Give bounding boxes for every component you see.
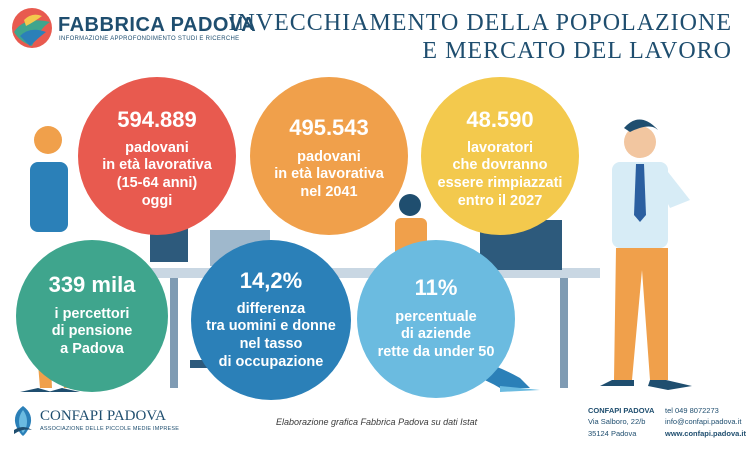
contacts-block: tel 049 8072273 info@confapi.padova.it w… (665, 405, 746, 439)
website-link[interactable]: www.confapi.padova.it (665, 428, 746, 438)
stat-label: percentuale di aziende rette da under 50 (377, 308, 495, 360)
fabbrica-padova-logo-icon (12, 8, 52, 48)
stat-workers-to-replace: 48.590 lavoratori che dovranno essere ri… (421, 77, 579, 235)
stat-working-age-today: 594.889 padovani in età lavorativa (15-6… (78, 77, 236, 235)
phone-text: tel 049 8072273 (665, 406, 719, 415)
confapi-subtitle: ASSOCIAZIONE DELLE PICCOLE MEDIE IMPRESE (40, 426, 180, 432)
address-block: CONFAPI PADOVA Via Salboro, 22/b 35124 P… (588, 405, 654, 439)
stat-label: padovani in età lavorativa (15-64 anni) … (102, 139, 212, 209)
brand-subtitle: INFORMAZIONE APPROFONDIMENTO STUDI E RIC… (59, 36, 240, 42)
stat-gender-employment-gap: 14,2% differenza tra uomini e donne nel … (191, 240, 351, 400)
stat-pension-recipients: 339 mila i percettori di pensione a Pado… (16, 240, 168, 392)
stat-under-50-companies: 11% percentuale di aziende rette da unde… (357, 240, 515, 398)
source-credit: Elaborazione grafica Fabbrica Padova su … (276, 417, 478, 427)
stat-label: padovani in età lavorativa nel 2041 (274, 148, 384, 200)
stat-value: 11% (414, 275, 458, 301)
stat-label: i percettori di pensione a Padova (51, 305, 133, 357)
confapi-logo-icon (14, 406, 32, 436)
brand-name: FABBRICA PADOVA (58, 14, 257, 36)
confapi-brand: CONFAPI PADOVA (40, 408, 167, 424)
stat-value: 14,2% (239, 267, 303, 293)
address-line2: 35124 Padova (588, 428, 637, 438)
stat-value: 339 mila (48, 272, 136, 298)
page-title-line1: INVECCHIAMENTO DELLA POPOLAZIONE (228, 10, 732, 36)
email-link[interactable]: info@confapi.padova.it (665, 417, 742, 427)
stat-value: 594.889 (117, 106, 197, 132)
stat-label: lavoratori che dovranno essere rimpiazza… (437, 139, 563, 209)
address-line1: Via Salboro, 22/b (588, 417, 646, 427)
stat-label: differenza tra uomini e donne nel tasso … (206, 300, 336, 370)
address-title: CONFAPI PADOVA (588, 406, 655, 415)
page-title-line2: E MERCATO DEL LAVORO (422, 38, 732, 64)
stat-value: 495.543 (289, 115, 369, 141)
stat-value: 48.590 (466, 106, 534, 132)
stat-working-age-2041: 495.543 padovani in età lavorativa nel 2… (250, 77, 408, 235)
